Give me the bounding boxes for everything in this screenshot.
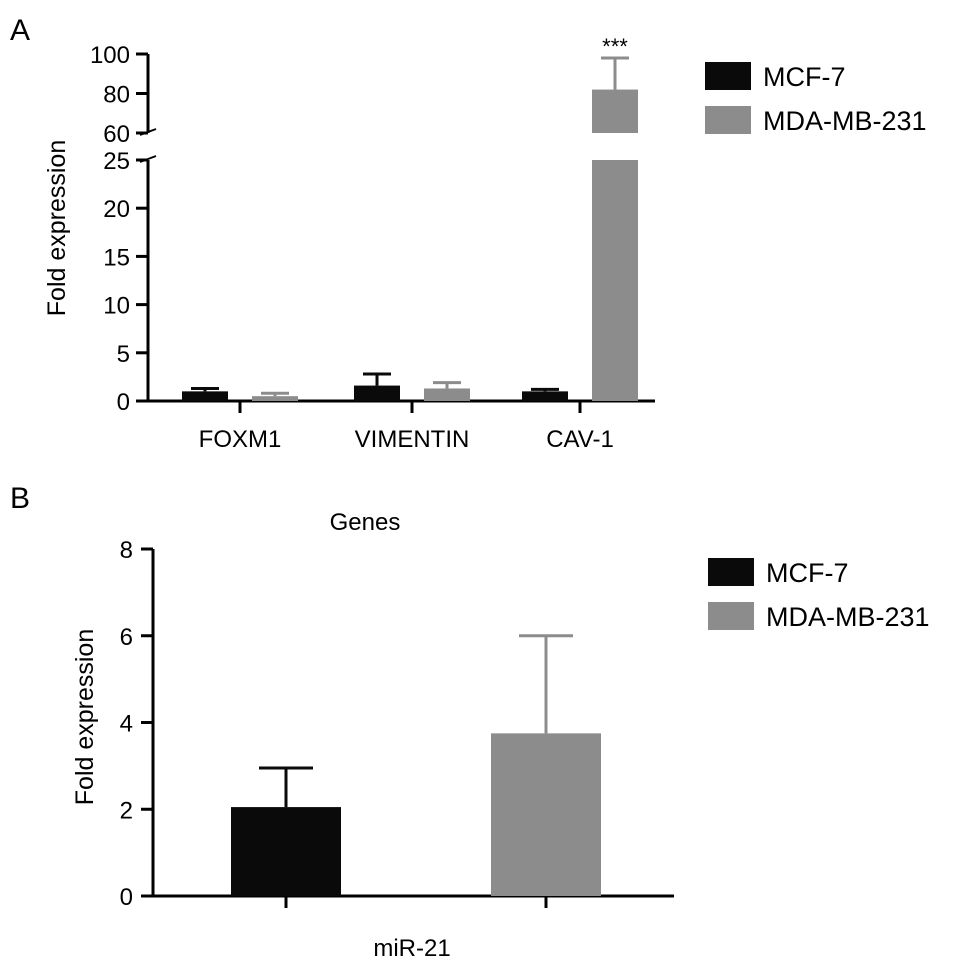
- panel-a-y-tick-label: 15: [103, 244, 130, 271]
- panel-a-category-label: FOXM1: [199, 426, 282, 453]
- panel-b-bars: [231, 634, 601, 896]
- panel-b-legend: MCF-7 MDA-MB-231: [708, 558, 930, 632]
- bar-mdamb231-cav1-lower: [592, 160, 638, 401]
- panel-b-letter: B: [10, 482, 30, 515]
- legend-label-mdamb231: MDA-MB-231: [763, 106, 927, 136]
- panel-b-genes-title: Genes: [330, 509, 401, 536]
- panel-a-y-tick-label: 80: [103, 82, 130, 109]
- bar-mdamb231-foxm1: [252, 396, 298, 401]
- panel-a-category-label: CAV-1: [546, 426, 614, 453]
- panel-b-y-tick-label: 0: [120, 884, 133, 911]
- panel-a-category-label: VIMENTIN: [355, 426, 470, 453]
- bar-mdamb231-cav1-upper: [592, 89, 638, 133]
- panel-a-y-tick-label: 60: [103, 121, 130, 148]
- legend-label-mdamb231: MDA-MB-231: [766, 602, 930, 632]
- panel-a-y-tick-label: 10: [103, 293, 130, 320]
- panel-a-y-tick-label: 25: [103, 148, 130, 175]
- panel-b-y-tick-label: 4: [120, 711, 133, 738]
- panel-a-y-axis-title: Fold expression: [43, 140, 71, 316]
- panel-b-category-label: miR-21: [373, 935, 450, 962]
- panel-a-legend: MCF-7 MDA-MB-231: [705, 62, 927, 136]
- bar-mcf7-foxm1: [182, 391, 228, 401]
- bar-mcf7-mir21: [231, 807, 341, 896]
- legend-swatch-mdamb231: [708, 602, 754, 630]
- legend-label-mcf7: MCF-7: [763, 62, 846, 92]
- panel-b-y-tick-label: 8: [120, 537, 133, 564]
- panel-a-letter: A: [10, 14, 30, 47]
- panel-a-bars: ***: [182, 34, 638, 401]
- panel-a-y-tick-label: 5: [117, 341, 130, 368]
- panel-a-y-tick-label: 0: [117, 389, 130, 416]
- legend-swatch-mcf7: [708, 558, 754, 586]
- panel-a-y-tick-label: 20: [103, 196, 130, 223]
- significance-marker: ***: [602, 34, 628, 59]
- legend-swatch-mdamb231: [705, 106, 751, 134]
- legend-label-mcf7: MCF-7: [766, 558, 849, 588]
- panel-b-y-tick-label: 6: [120, 624, 133, 651]
- legend-swatch-mcf7: [705, 62, 751, 90]
- bar-mcf7-vimentin: [354, 385, 400, 401]
- bar-mdamb231-vimentin: [424, 388, 470, 401]
- bar-mdamb231-mir21: [491, 733, 601, 896]
- panel-a-y-tick-label: 100: [90, 42, 130, 69]
- panel-b-y-tick-label: 2: [120, 797, 133, 824]
- panel-b: B Genes Fold expression 0 2 4 6 8 miR-21 MCF-…: [10, 482, 930, 962]
- panel-b-y-axis-title: Fold expression: [71, 629, 99, 805]
- bar-mcf7-cav1: [522, 391, 568, 401]
